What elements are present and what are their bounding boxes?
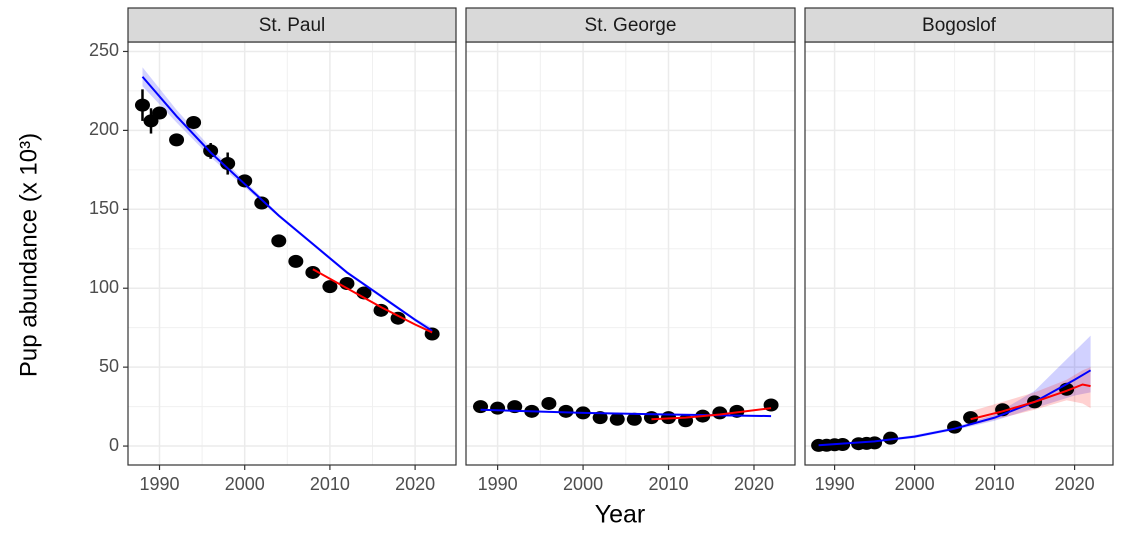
data-point [867,436,883,450]
facet-strip [804,7,1114,43]
data-point [558,404,574,418]
x-tick-label: 2020 [395,474,435,494]
data-point [186,115,202,129]
data-point [541,396,557,410]
data-point [220,157,236,171]
facet-strip [465,7,796,43]
x-axis-label: Year [595,501,646,529]
data-point [271,234,287,248]
x-tick-label: 1990 [139,474,179,494]
y-tick-label: 250 [89,40,119,60]
data-point [473,400,489,414]
data-point [152,106,168,120]
y-tick-label: 0 [109,435,119,455]
x-tick-label: 1990 [815,474,855,494]
data-point [134,98,150,112]
facet-title: St. Paul [259,15,326,36]
x-tick-label: 2000 [563,474,603,494]
y-axis-label: Pup abundance (x 10³) [15,133,42,377]
facet-strip [127,7,457,43]
confidence-band [818,335,1091,446]
y-tick-label: 150 [89,198,119,218]
fit-line [312,268,433,334]
x-tick-label: 2020 [1055,474,1095,494]
data-point [490,401,506,415]
data-point [373,303,389,317]
data-point [626,412,642,426]
data-point [963,411,979,425]
x-tick-label: 2000 [225,474,265,494]
panel-background [128,42,456,465]
data-point [288,254,304,268]
data-point [322,280,338,294]
facet-title: St. George [585,15,677,36]
data-point [592,411,608,425]
panel-background [805,42,1113,465]
y-tick-label: 200 [89,119,119,139]
data-point [609,412,625,426]
y-tick-label: 50 [99,356,119,376]
fit-line [970,383,1091,421]
x-tick-label: 2020 [734,474,774,494]
x-tick-label: 2000 [895,474,935,494]
x-tick-label: 1990 [478,474,518,494]
y-tick-label: 100 [89,277,119,297]
data-point [254,196,270,210]
x-tick-label: 2010 [310,474,350,494]
panel-background [466,42,795,465]
data-point [305,265,321,279]
fit-line [141,76,433,332]
x-tick-label: 2010 [975,474,1015,494]
fit-line [651,407,772,421]
data-point [169,133,185,147]
x-tick-label: 2010 [649,474,689,494]
data-point [883,431,899,445]
facet-title: Bogoslof [922,15,997,36]
data-point [237,174,253,188]
fit-line [818,369,1092,447]
